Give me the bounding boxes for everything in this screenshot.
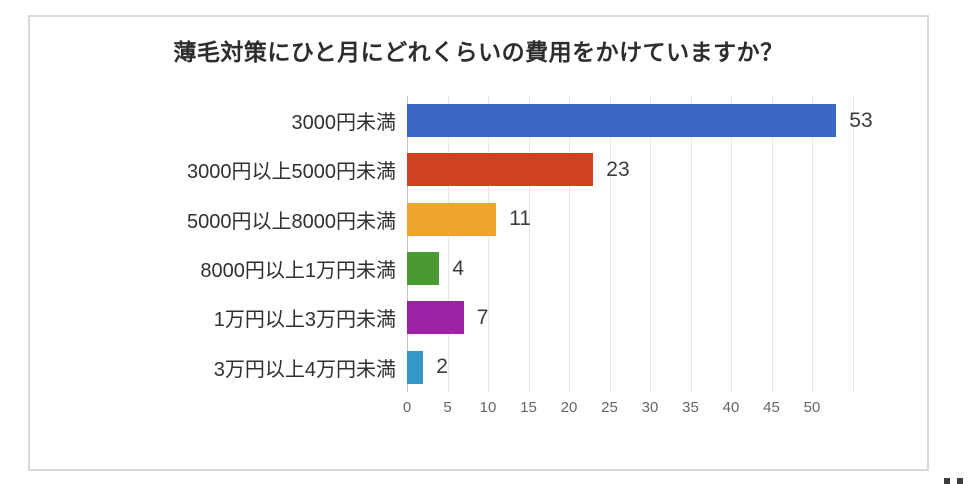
category-label: 3万円以上4万円未満 [213,358,396,381]
bar [407,202,497,236]
gridline [650,96,651,392]
x-tick-label: 30 [641,399,659,416]
category-label: 3000円以上5000円未満 [187,161,396,184]
plot-area: 53 23 11 4 7 2 [407,96,883,392]
bar [407,153,594,187]
gridline [528,96,530,392]
gridline [447,96,449,392]
x-tick-label: 15 [520,399,537,416]
x-axis-labels: 0 5 10 15 20 25 30 35 40 45 50 [403,399,883,419]
gridline [569,96,570,392]
crop-mark [957,478,963,484]
x-tick-label: 5 [443,399,452,416]
x-tick-label: 0 [402,399,412,416]
chart-card: 薄毛対策にひと月にどれくらいの費用をかけていますか？ 3000円未満 3000円以… [28,15,929,471]
bar [407,350,424,384]
gridline [852,96,854,392]
gridline [771,96,773,392]
category-label: 3000円未満 [291,112,397,135]
value-label: 4 [452,256,465,280]
bar [407,301,464,335]
axis-baseline [407,96,408,392]
bar [407,252,440,286]
value-label: 53 [849,108,873,132]
x-tick-label: 25 [601,399,618,416]
x-tick-label: 10 [479,399,497,416]
x-tick-label: 40 [722,399,740,416]
x-tick-label: 35 [682,399,699,416]
gridline [731,96,732,392]
bar [407,104,837,138]
crop-mark [944,478,950,484]
gridline [690,96,692,392]
value-label: 23 [606,157,630,181]
category-label: 1万円以上3万円未満 [213,309,396,332]
y-axis-labels: 3000円未満 3000円以上5000円未満 5000円以上8000円未満 8000円… [30,96,396,392]
value-label: 7 [476,305,489,329]
cropped-text-fragment [944,478,968,484]
category-label: 8000円以上1万円未満 [200,260,396,283]
value-label: 11 [509,207,531,231]
x-tick-label: 50 [803,399,821,416]
value-label: 2 [436,355,448,379]
chart-title: 薄毛対策にひと月にどれくらいの費用をかけていますか？ [173,39,784,65]
gridline [609,96,611,392]
gridline [812,96,813,392]
category-label: 5000円以上8000円未満 [187,210,396,233]
x-tick-label: 45 [763,399,780,416]
x-tick-label: 20 [560,399,578,416]
gridline [488,96,489,392]
